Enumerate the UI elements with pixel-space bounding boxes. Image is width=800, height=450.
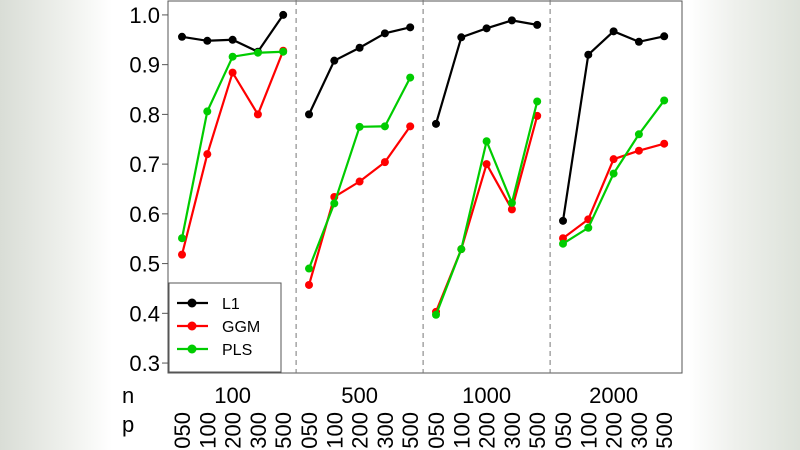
data-point-ggm — [482, 160, 491, 169]
data-point-pls — [228, 52, 237, 61]
data-point-l1 — [330, 56, 339, 65]
p-row-label: p — [122, 412, 134, 437]
data-point-pls — [305, 264, 313, 273]
data-point-pls — [482, 137, 491, 146]
p-tick-label: 500 — [398, 412, 423, 449]
p-tick-label: 300 — [373, 412, 398, 449]
group-label: 2000 — [589, 383, 638, 408]
data-point-ggm — [380, 158, 389, 167]
p-tick-label: 300 — [627, 412, 652, 449]
data-point-pls — [253, 48, 262, 57]
chart-background — [115, 0, 690, 450]
data-point-l1 — [559, 216, 567, 225]
legend-marker — [187, 344, 197, 354]
data-point-pls — [559, 239, 567, 248]
p-tick-label: 100 — [322, 412, 347, 449]
p-tick-label: 500 — [652, 412, 677, 449]
p-tick-label: 100 — [576, 412, 601, 449]
data-point-pls — [584, 223, 593, 232]
legend-label-pls: PLS — [222, 342, 252, 359]
n-row-label: n — [122, 383, 134, 408]
data-point-l1 — [203, 36, 212, 45]
p-tick-label: 050 — [551, 412, 576, 449]
y-tick-label: 0.9 — [129, 53, 160, 78]
data-point-pls — [406, 73, 415, 82]
data-point-ggm — [660, 139, 669, 148]
data-point-pls — [355, 122, 364, 131]
data-point-l1 — [406, 23, 415, 32]
p-tick-label: 200 — [348, 412, 373, 449]
p-tick-label: 200 — [221, 412, 246, 449]
data-point-l1 — [279, 10, 288, 19]
legend: L1 GGM PLS — [168, 282, 282, 373]
data-point-l1 — [178, 32, 186, 41]
p-tick-label: 500 — [271, 412, 296, 449]
data-point-ggm — [507, 205, 516, 214]
data-point-pls — [330, 199, 339, 208]
y-tick-label: 1.0 — [129, 3, 160, 28]
data-point-ggm — [559, 234, 567, 243]
data-point-ggm — [228, 68, 237, 77]
data-point-pls — [380, 122, 389, 131]
legend-box — [168, 282, 282, 373]
data-point-l1 — [584, 50, 593, 59]
data-point-l1 — [228, 35, 237, 44]
data-point-ggm — [355, 177, 364, 186]
legend-marker — [187, 321, 197, 331]
data-point-l1 — [533, 20, 542, 29]
p-tick-label: 200 — [602, 412, 627, 449]
data-point-pls — [432, 310, 440, 319]
p-tick-label: 050 — [170, 412, 195, 449]
data-point-ggm — [178, 250, 186, 259]
data-point-pls — [609, 169, 618, 178]
data-point-l1 — [355, 43, 364, 52]
data-point-l1 — [380, 29, 389, 38]
data-point-pls — [457, 245, 466, 254]
p-tick-label: 500 — [525, 412, 550, 449]
p-tick-label: 200 — [475, 412, 500, 449]
group-label: 100 — [214, 383, 251, 408]
y-tick-label: 0.4 — [129, 301, 160, 326]
y-tick-label: 0.3 — [129, 351, 160, 376]
group-label: 1000 — [462, 383, 511, 408]
p-tick-label: 050 — [297, 412, 322, 449]
plot-frame — [167, 0, 683, 374]
data-point-l1 — [305, 110, 313, 119]
data-point-ggm — [305, 280, 313, 289]
data-point-ggm — [634, 146, 643, 155]
data-point-pls — [634, 130, 643, 139]
data-point-ggm — [406, 122, 415, 131]
data-point-ggm — [203, 150, 212, 159]
y-tick-label: 0.7 — [129, 152, 160, 177]
y-tick-label: 0.5 — [129, 252, 160, 277]
data-point-l1 — [507, 16, 516, 25]
legend-label-l1: L1 — [222, 296, 240, 313]
p-tick-label: 300 — [500, 412, 525, 449]
data-point-pls — [507, 198, 516, 207]
p-tick-label: 300 — [246, 412, 271, 449]
data-point-l1 — [457, 33, 466, 42]
legend-label-ggm: GGM — [222, 319, 260, 336]
data-point-l1 — [432, 119, 440, 128]
legend-marker — [187, 298, 197, 308]
data-point-pls — [660, 96, 669, 105]
p-tick-label: 100 — [195, 412, 220, 449]
data-point-l1 — [609, 27, 618, 36]
data-point-l1 — [482, 24, 491, 33]
y-tick-label: 0.8 — [129, 102, 160, 127]
data-point-pls — [279, 47, 288, 56]
data-point-ggm — [609, 155, 618, 164]
data-point-pls — [203, 107, 212, 116]
data-point-pls — [533, 97, 542, 106]
data-point-l1 — [660, 32, 669, 41]
data-point-ggm — [253, 110, 262, 119]
y-tick-label: 0.6 — [129, 202, 160, 227]
group-label: 500 — [341, 383, 378, 408]
data-point-l1 — [634, 37, 643, 46]
p-tick-label: 100 — [449, 412, 474, 449]
p-tick-label: 050 — [424, 412, 449, 449]
data-point-pls — [178, 234, 186, 243]
